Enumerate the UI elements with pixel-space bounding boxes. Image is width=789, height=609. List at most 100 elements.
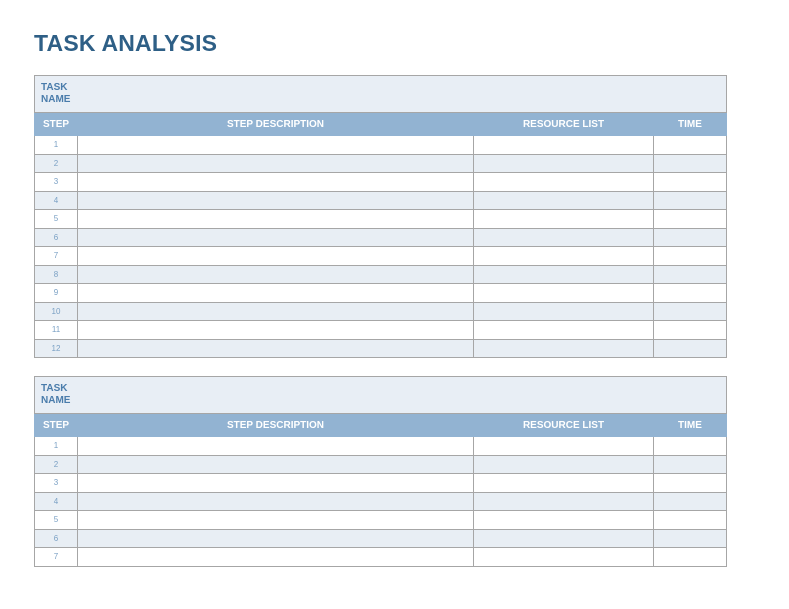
step-description-cell[interactable]	[77, 473, 474, 493]
task-analysis-table-1: TASK NAME STEP STEP DESCRIPTION RESOURCE LI…	[34, 75, 727, 358]
table-row: 2	[34, 454, 727, 474]
step-description-cell[interactable]	[77, 454, 474, 474]
resource-list-cell[interactable]	[473, 547, 654, 567]
step-description-cell[interactable]	[77, 172, 474, 192]
time-header: TIME	[653, 413, 727, 437]
time-cell[interactable]	[653, 320, 727, 340]
table-row: 10	[34, 301, 727, 321]
step-number: 3	[34, 473, 78, 493]
step-description-cell[interactable]	[77, 528, 474, 548]
page-title: TASK ANALYSIS	[34, 30, 218, 56]
header-row: STEP STEP DESCRIPTION RESOURCE LIST TIME	[34, 413, 727, 437]
time-cell[interactable]	[653, 301, 727, 321]
table-row: 8	[34, 264, 727, 284]
step-description-cell[interactable]	[77, 320, 474, 340]
time-cell[interactable]	[653, 190, 727, 210]
time-cell[interactable]	[653, 436, 727, 456]
resource-list-cell[interactable]	[473, 528, 654, 548]
task-analysis-table-2: TASK NAME STEP STEP DESCRIPTION RESOURCE LI…	[34, 376, 727, 567]
resource-list-cell[interactable]	[473, 454, 654, 474]
task-name-field[interactable]: TASK NAME	[34, 376, 727, 414]
table-row: 6	[34, 227, 727, 247]
resource-list-cell[interactable]	[473, 209, 654, 229]
step-description-cell[interactable]	[77, 436, 474, 456]
time-cell[interactable]	[653, 246, 727, 266]
task-name-field[interactable]: TASK NAME	[34, 75, 727, 113]
step-description-cell[interactable]	[77, 547, 474, 567]
resource-list-header: RESOURCE LIST	[473, 413, 654, 437]
resource-list-cell[interactable]	[473, 338, 654, 358]
step-description-cell[interactable]	[77, 209, 474, 229]
resource-list-cell[interactable]	[473, 227, 654, 247]
table-row: 11	[34, 320, 727, 340]
resource-list-cell[interactable]	[473, 510, 654, 530]
time-cell[interactable]	[653, 264, 727, 284]
step-number: 11	[34, 320, 78, 340]
resource-list-cell[interactable]	[473, 153, 654, 173]
resource-list-cell[interactable]	[473, 190, 654, 210]
step-number: 2	[34, 153, 78, 173]
table-row: 4	[34, 491, 727, 511]
task-name-row: TASK NAME	[34, 376, 727, 414]
step-number: 6	[34, 227, 78, 247]
resource-list-cell[interactable]	[473, 172, 654, 192]
step-number: 7	[34, 246, 78, 266]
step-number: 5	[34, 510, 78, 530]
time-cell[interactable]	[653, 135, 727, 155]
step-description-cell[interactable]	[77, 338, 474, 358]
step-number: 8	[34, 264, 78, 284]
step-number: 4	[34, 491, 78, 511]
step-header: STEP	[34, 112, 78, 136]
table-row: 5	[34, 209, 727, 229]
time-cell[interactable]	[653, 547, 727, 567]
step-number: 9	[34, 283, 78, 303]
step-number: 1	[34, 436, 78, 456]
step-description-cell[interactable]	[77, 227, 474, 247]
time-cell[interactable]	[653, 153, 727, 173]
time-cell[interactable]	[653, 209, 727, 229]
step-description-cell[interactable]	[77, 301, 474, 321]
step-number: 7	[34, 547, 78, 567]
step-number: 4	[34, 190, 78, 210]
step-number: 6	[34, 528, 78, 548]
step-description-cell[interactable]	[77, 135, 474, 155]
table-row: 7	[34, 547, 727, 567]
resource-list-cell[interactable]	[473, 491, 654, 511]
table-row: 3	[34, 172, 727, 192]
step-description-cell[interactable]	[77, 246, 474, 266]
resource-list-cell[interactable]	[473, 473, 654, 493]
resource-list-cell[interactable]	[473, 264, 654, 284]
step-description-header: STEP DESCRIPTION	[77, 413, 474, 437]
table-row: 6	[34, 528, 727, 548]
time-cell[interactable]	[653, 227, 727, 247]
table-row: 7	[34, 246, 727, 266]
resource-list-cell[interactable]	[473, 246, 654, 266]
resource-list-cell[interactable]	[473, 283, 654, 303]
step-number: 1	[34, 135, 78, 155]
resource-list-cell[interactable]	[473, 135, 654, 155]
task-name-label: TASK NAME	[41, 82, 71, 105]
time-cell[interactable]	[653, 283, 727, 303]
step-description-cell[interactable]	[77, 510, 474, 530]
time-cell[interactable]	[653, 528, 727, 548]
time-cell[interactable]	[653, 510, 727, 530]
step-number: 5	[34, 209, 78, 229]
resource-list-cell[interactable]	[473, 301, 654, 321]
task-name-row: TASK NAME	[34, 75, 727, 113]
header-row: STEP STEP DESCRIPTION RESOURCE LIST TIME	[34, 112, 727, 136]
step-description-cell[interactable]	[77, 153, 474, 173]
time-cell[interactable]	[653, 491, 727, 511]
step-description-cell[interactable]	[77, 283, 474, 303]
step-number: 2	[34, 454, 78, 474]
step-description-cell[interactable]	[77, 264, 474, 284]
time-cell[interactable]	[653, 172, 727, 192]
resource-list-cell[interactable]	[473, 320, 654, 340]
step-description-cell[interactable]	[77, 190, 474, 210]
step-description-cell[interactable]	[77, 491, 474, 511]
step-number: 12	[34, 338, 78, 358]
resource-list-cell[interactable]	[473, 436, 654, 456]
time-cell[interactable]	[653, 473, 727, 493]
step-number: 10	[34, 301, 78, 321]
time-cell[interactable]	[653, 338, 727, 358]
time-cell[interactable]	[653, 454, 727, 474]
